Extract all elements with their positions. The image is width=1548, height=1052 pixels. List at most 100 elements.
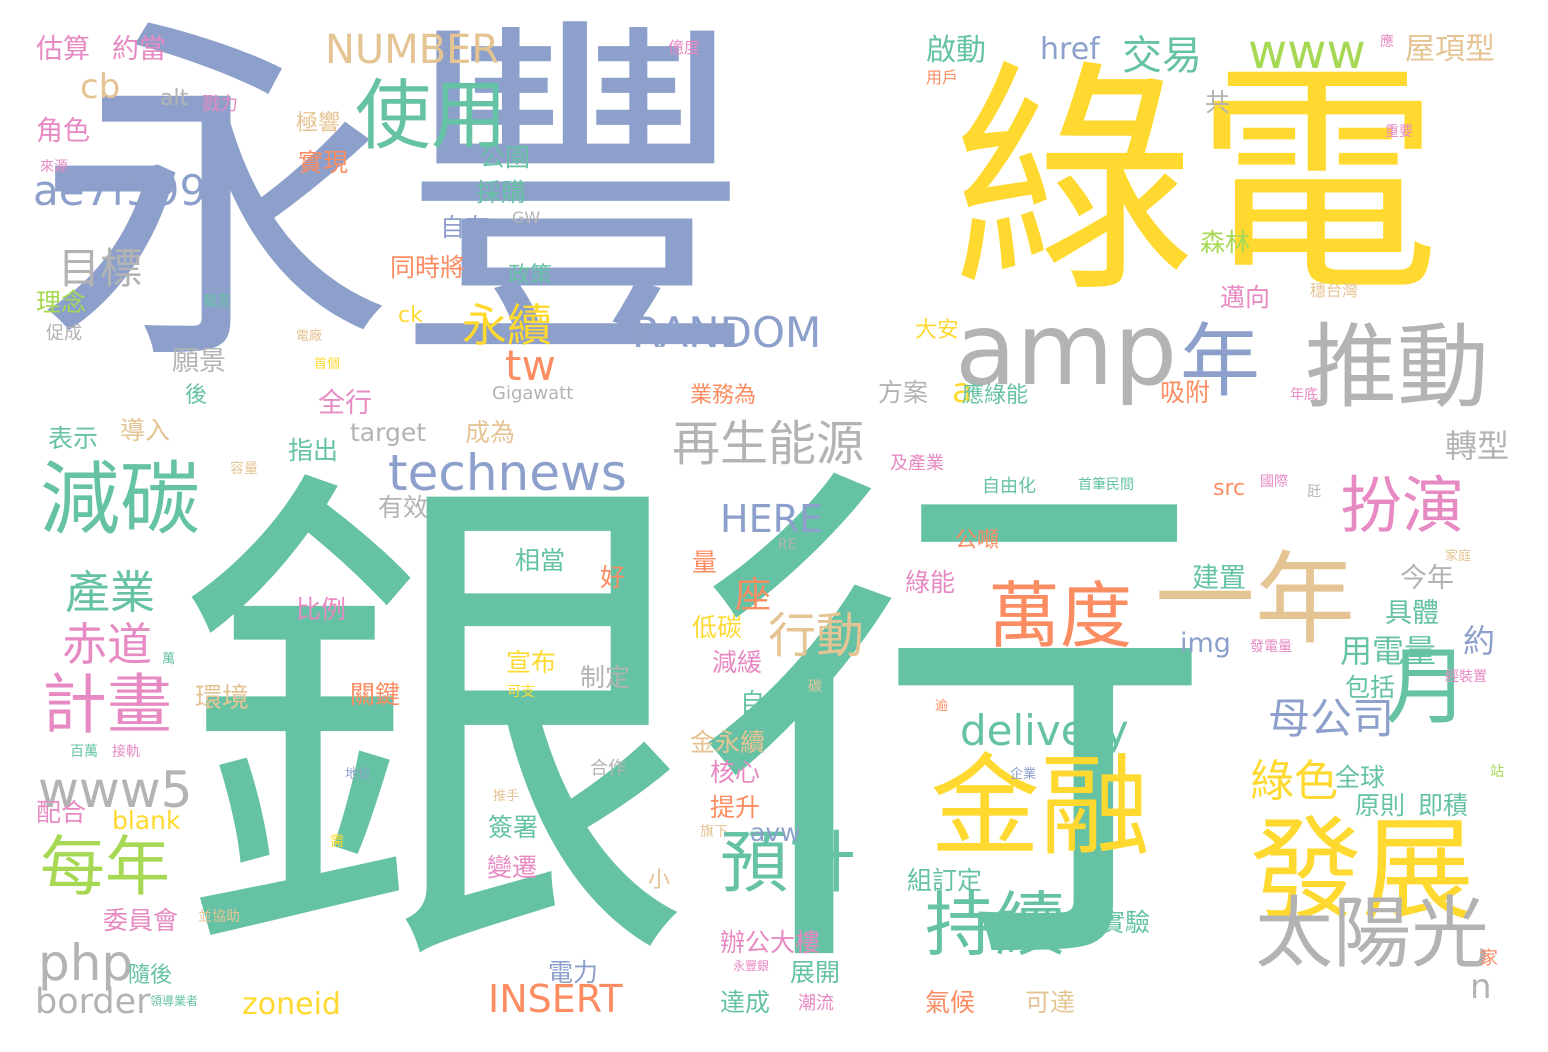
word: 建置 [1192,563,1246,594]
word: 逾 [935,699,949,714]
word: 穩台灣 [1310,281,1359,300]
word: 百萬 [70,744,98,760]
word: 交易 [1122,33,1202,79]
word: 使用 [355,71,507,160]
word: 潮流 [798,993,834,1014]
word: 家 [1480,948,1498,969]
word: 宣布 [506,648,557,677]
word: 公園 [480,143,531,172]
word: 瓩 [1307,484,1321,500]
word: 自主 [740,688,791,717]
word: 赤道 [62,618,153,671]
word: 理念 [36,288,87,317]
word: 角色 [36,116,90,147]
word: 碳 [808,679,822,695]
word: cb [80,67,121,107]
word: 來源 [40,159,68,175]
word: 公噸 [955,528,1000,553]
word: 發展 [1250,806,1474,936]
word: 永續 [462,299,553,352]
word: 指出 [288,436,339,465]
word: 配合 [36,798,87,827]
word: target [350,418,427,447]
word: technews [388,444,627,502]
word: 計畫 [42,668,173,743]
word: 萬度 [988,574,1133,658]
word: 可達 [1025,988,1076,1017]
word: 經裝置 [1445,669,1487,685]
word: ck [398,303,423,328]
word: 旗下 [700,824,728,840]
word: 家庭 [1445,549,1472,564]
word: 再生能源 [672,416,865,472]
word: www [1248,24,1366,80]
word: 目標 [58,244,143,293]
word: 預計 [720,824,857,903]
word: 每年 [40,830,171,905]
word: 電實驗 [1075,908,1151,937]
word: 接軌 [112,744,140,760]
word: 首筆民間 [1078,477,1134,493]
word: 委員會 [103,906,179,935]
word: 企業 [1010,767,1037,782]
word: 用電量 [1340,632,1437,670]
word: 後 [185,383,208,408]
word: 同時將 [390,253,466,282]
word: src [1213,476,1246,501]
word: 並協助 [198,909,240,925]
word: 願景 [172,346,226,377]
word: 綠能 [905,568,956,597]
word: 站 [1490,764,1504,780]
word: 好 [600,563,626,592]
word: 月 [1385,638,1470,736]
word: 太陽光 [1255,889,1490,979]
word: GW [512,208,541,227]
word: 電力 [548,958,599,987]
word: 環境 [195,683,249,714]
word: 政策 [508,263,553,288]
word: n [1470,967,1492,1007]
word: 年 [1180,315,1260,408]
word: 截至 [203,294,231,310]
word: img [1180,628,1231,659]
word: 促成 [46,323,82,344]
word: 自由化 [982,476,1036,497]
word: 小 [648,868,671,893]
word: 座 [735,575,772,616]
word: amp [955,291,1178,408]
word: delivery [960,706,1129,755]
word: 地位 [345,767,372,782]
word: 估算 [36,34,90,65]
word: 業務為 [690,383,757,408]
word: 國際 [1260,474,1288,490]
word: 比例 [296,595,347,624]
word: 年底 [1290,387,1318,403]
word: 銀行 [175,427,1215,1033]
word: 包括 [1345,673,1396,702]
word: 今年 [1400,563,1454,594]
word: 採購 [476,178,527,207]
word: 金融 [930,743,1150,871]
word: 容量 [230,461,258,477]
word: 全行 [318,388,372,419]
word: 制定 [580,663,631,692]
word: avw [750,818,801,847]
word: 金永續 [690,728,766,757]
word: 變遷 [487,853,538,882]
word: 邁向 [1220,283,1271,312]
word: 極響 [296,111,341,136]
word: alt [160,86,189,111]
word: 約 [1463,622,1496,660]
word: 相當 [515,546,566,575]
word: 導入 [120,416,171,445]
word: 森林 [1200,228,1251,257]
word: 重要 [1385,124,1413,140]
word: 啟動 [926,33,986,68]
word: 關鍵 [350,680,401,709]
word: 共 [1205,88,1231,117]
word: 即積 [1418,791,1469,820]
word: 母公司 [1268,694,1395,743]
word: 全球 [1335,763,1386,792]
word: 萬 [162,652,176,667]
